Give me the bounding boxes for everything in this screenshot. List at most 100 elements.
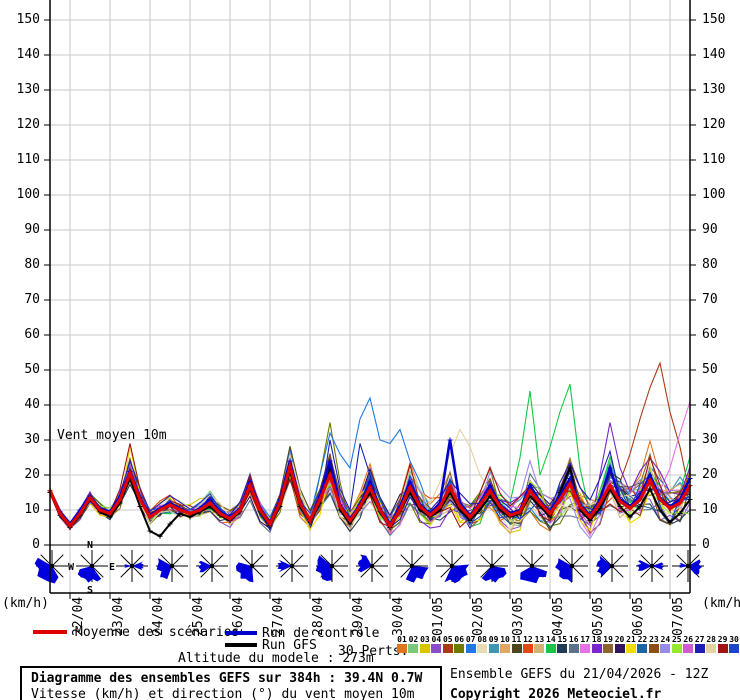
wind-direction-wedge [688, 559, 702, 575]
compass-center-dot [49, 563, 55, 569]
pert-number: 09 [488, 635, 499, 644]
wind-direction-wedge [596, 555, 612, 577]
diagram-title: Diagramme des ensembles GEFS sur 384h : … [31, 671, 423, 686]
compass-center-dot [649, 563, 655, 569]
wind-direction-wedge [520, 566, 548, 584]
y-axis-label-left: 120 [16, 117, 40, 132]
y-axis-label-right: 130 [702, 82, 726, 97]
diagram-subtitle: Vitesse (km/h) et direction (°) du vent … [31, 687, 415, 700]
date-label: 06/05 [631, 596, 646, 636]
pert-color-square [442, 644, 453, 653]
pert-color-square [591, 644, 602, 653]
pert-number: 24 [660, 635, 671, 644]
wind-direction-wedge [444, 564, 470, 584]
y-axis-label-left: 40 [24, 397, 40, 412]
y-axis-label-right: 10 [702, 502, 718, 517]
y-axis-label-right: 40 [702, 397, 718, 412]
wind-direction-wedge [555, 558, 572, 583]
compass-center-dot [369, 563, 375, 569]
y-axis-label-right: 0 [702, 537, 710, 552]
pert-number: 21 [626, 635, 636, 644]
y-axis-label-left: 100 [16, 187, 40, 202]
y-axis-label-right: 60 [702, 327, 718, 342]
pert-color-square [534, 644, 545, 653]
wind-direction-wedge [156, 558, 172, 580]
compass-center-dot [489, 563, 495, 569]
compass-center-dot [529, 563, 535, 569]
wind-direction-wedge [34, 557, 59, 584]
y-axis-label-right: 90 [702, 222, 718, 237]
pert-color-square [511, 644, 522, 653]
wind-direction-wedge [132, 561, 144, 571]
date-label: 05/05 [591, 596, 606, 636]
compass-center-dot [569, 563, 575, 569]
y-axis-label-left: 60 [24, 327, 40, 342]
pert-number: 14 [546, 635, 556, 644]
wind-direction-wedge [652, 562, 664, 571]
pert-number: 01 [397, 635, 407, 644]
pert-color-square [545, 644, 556, 653]
pert-color-square [477, 644, 488, 653]
pert-number: 06 [454, 635, 465, 644]
pert-color-square [717, 644, 728, 653]
run-info-text: Ensemble GEFS du 21/04/2026 - 12Z [450, 667, 709, 682]
pert-number: 16 [568, 635, 579, 644]
pert-color-square [488, 644, 499, 653]
compass-center-dot [209, 563, 215, 569]
pert-number: 03 [420, 635, 430, 644]
y-axis-label-right: 30 [702, 432, 718, 447]
y-axis-label-left: 80 [24, 257, 40, 272]
pert-color-square [671, 644, 682, 653]
compass-label-w: W [68, 562, 75, 573]
pert-color-square [465, 644, 476, 653]
pert-number: 07 [465, 635, 476, 644]
pert-number: 20 [614, 635, 625, 644]
pert-color-square [603, 644, 614, 653]
legend-gfs-label: Run GFS [262, 638, 317, 653]
member-line-22 [49, 459, 691, 529]
compass-center-dot [129, 563, 135, 569]
date-label: 07/05 [671, 596, 686, 636]
compass-center-dot [609, 563, 615, 569]
pert-color-square [614, 644, 625, 653]
pert-color-square [419, 644, 430, 653]
date-label: 03/05 [511, 596, 526, 636]
compass-label-e: E [109, 562, 115, 573]
y-unit-left: (km/h) [2, 596, 49, 611]
y-axis-label-left: 110 [16, 152, 40, 167]
pert-color-square [431, 644, 442, 653]
legend-perts-label: 30 Perts. [338, 644, 409, 659]
date-label: 04/05 [551, 596, 566, 636]
chart-inner-title: Vent moyen 10m [57, 428, 167, 443]
pert-number: 30 [729, 635, 739, 644]
pert-number: 28 [706, 635, 716, 644]
model-altitude-text: Altitude du modele : 273m [178, 651, 374, 666]
diagram-title-box: Diagramme des ensembles GEFS sur 384h : … [20, 666, 442, 700]
pert-color-square [648, 644, 659, 653]
wind-direction-wedge [637, 560, 652, 571]
y-axis-label-right: 140 [702, 47, 726, 62]
wind-direction-wedge [357, 555, 372, 573]
y-axis-label-left: 0 [32, 537, 40, 552]
pert-color-square [637, 644, 648, 653]
pert-color-square [660, 644, 671, 653]
y-axis-label-right: 80 [702, 257, 718, 272]
pert-number: 11 [511, 635, 522, 644]
legend-mean-swatch [33, 630, 67, 634]
y-axis-label-left: 30 [24, 432, 40, 447]
compass-center-dot [289, 563, 295, 569]
y-axis-label-left: 90 [24, 222, 40, 237]
pert-number: 18 [591, 635, 602, 644]
legend-gfs-swatch [225, 643, 257, 647]
legend-control-swatch [225, 631, 257, 635]
pert-number: 05 [442, 635, 453, 644]
pert-color-square [408, 644, 419, 653]
date-label: 01/05 [431, 596, 446, 636]
pert-color-square [626, 644, 636, 653]
pert-number: 04 [431, 635, 442, 644]
pert-color-square [397, 644, 407, 653]
compass-center-dot [409, 563, 415, 569]
pert-number: 26 [683, 635, 694, 644]
